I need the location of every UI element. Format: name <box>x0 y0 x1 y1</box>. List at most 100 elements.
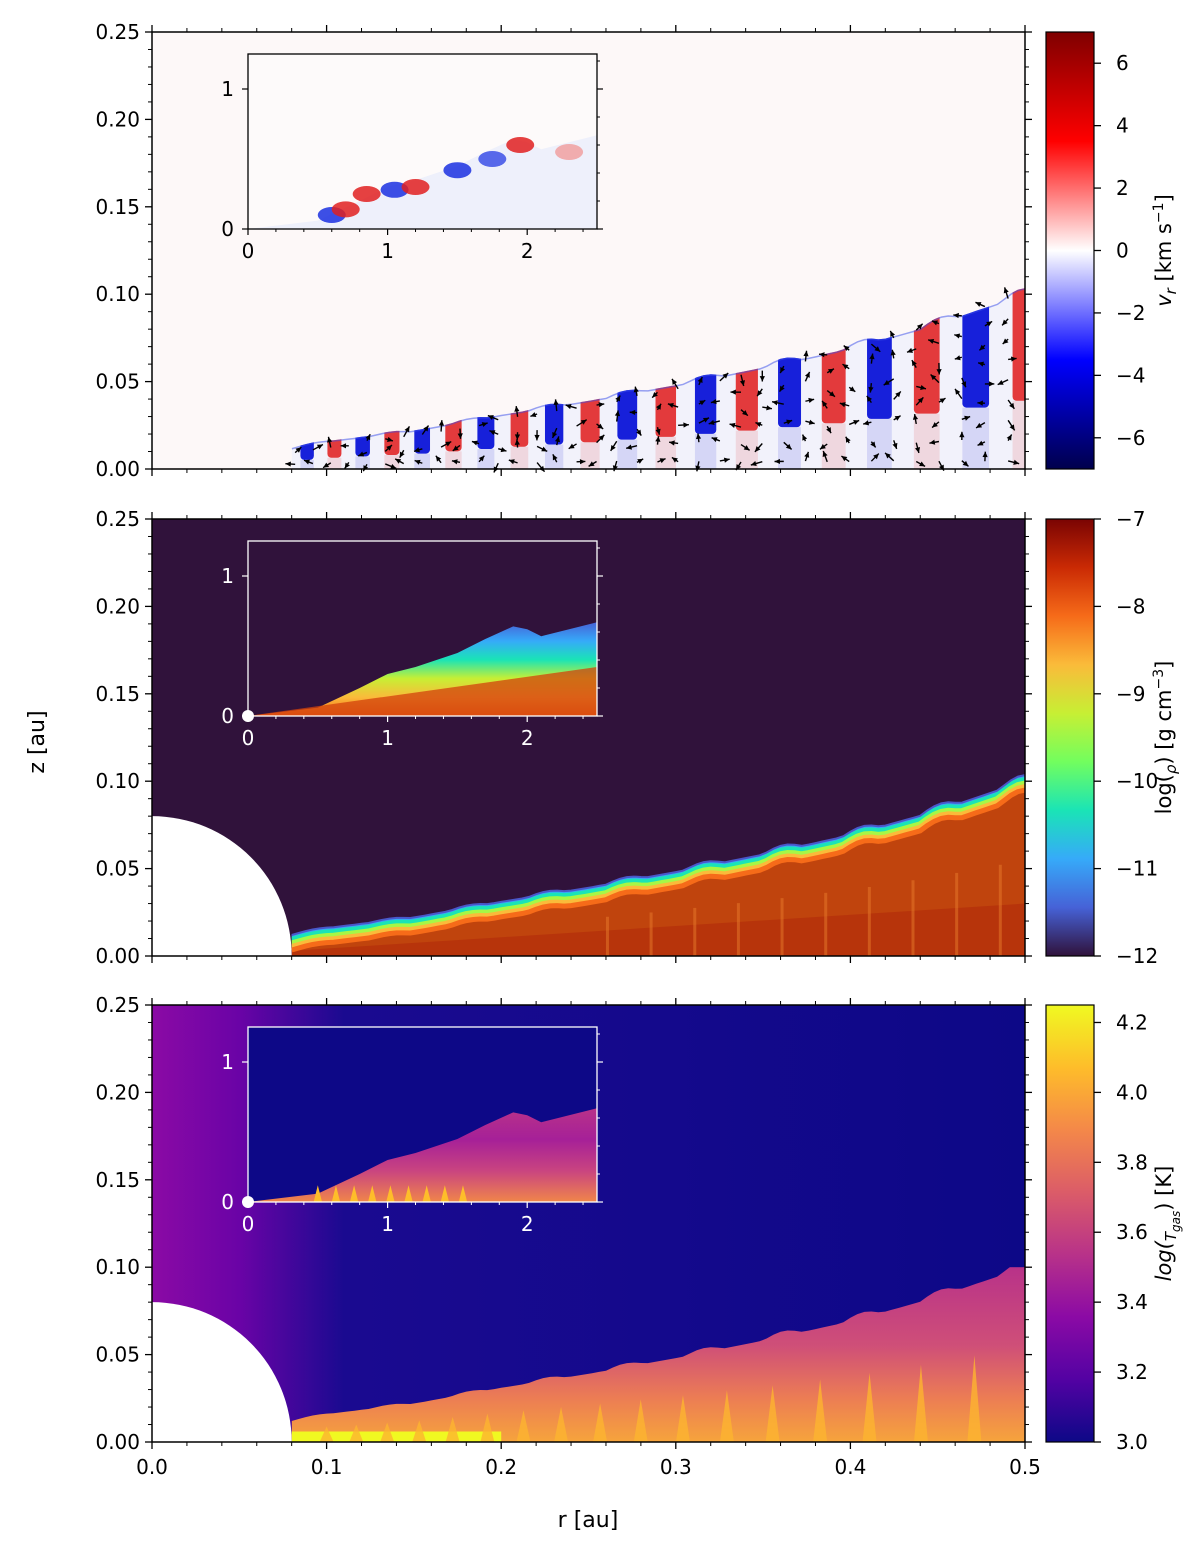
inset-frame <box>247 53 598 230</box>
velocity-arrow-head <box>655 428 661 435</box>
y-tick-label: 0.20 <box>95 1080 140 1104</box>
x-axis-label: r [au] <box>558 1508 619 1533</box>
velocity-arrow-head <box>920 384 926 391</box>
velocity-arrow-head <box>912 414 919 420</box>
colorbar-tick-label: 2 <box>1116 176 1129 200</box>
inset-frame <box>247 540 598 717</box>
inflow-band <box>962 298 990 408</box>
velocity-arrow-head <box>914 447 921 453</box>
velocity-arrow-head <box>489 430 496 436</box>
vr-surface-edge <box>291 288 1025 450</box>
temperature-plume <box>633 1399 648 1442</box>
colorbar-tick-label: 3.6 <box>1116 1220 1148 1244</box>
velocity-arrow-head <box>514 434 521 440</box>
velocity-arrow-head <box>890 349 896 356</box>
velocity-arrow-head <box>930 374 937 381</box>
colorbar-tick-label: −11 <box>1116 857 1158 881</box>
velocity-arrow-head <box>975 302 982 307</box>
velocity-arrow-head <box>636 429 642 436</box>
velocity-arrow-head <box>541 446 548 452</box>
temperature-plume <box>862 1372 877 1442</box>
velocity-arrow-head <box>365 434 371 441</box>
velocity-arrow-head <box>953 312 959 319</box>
density-surface-layer <box>291 784 1025 950</box>
velocity-arrow-head <box>1002 319 1008 326</box>
colorbar-tick-label: −7 <box>1116 507 1145 531</box>
velocity-arrow-head <box>853 420 860 425</box>
temperature-plume <box>719 1390 734 1442</box>
temperature-panel: 0.0 0.1 0.2 0.3 0.4 0.5 0.00 0.05 0.10 0.15 0.20 0.… <box>95 993 1183 1479</box>
y-tick-label: 0.25 <box>95 507 140 531</box>
colorbar-tick-label: 3.8 <box>1116 1150 1148 1174</box>
velocity-arrow-head <box>656 403 662 410</box>
velocity-arrow-head <box>340 443 347 449</box>
colorbar-tick-label: 3.2 <box>1116 1360 1148 1384</box>
velocity-arrow-head <box>723 457 730 463</box>
colorbar-label-main: log( <box>1152 1240 1176 1281</box>
colorbar-label-main: log( <box>1152 774 1176 814</box>
velocity-arrow-head <box>779 385 785 392</box>
temperature-plot-frame <box>151 1004 1026 1443</box>
y-tick-label: 0.10 <box>95 1255 140 1279</box>
inset-velocity-blob <box>555 144 584 160</box>
velocity-arrow-head <box>588 461 595 467</box>
colorbar-label: log(Tgas) [K] <box>1152 1166 1183 1282</box>
density-surface-stripe <box>291 787 1025 953</box>
velocity-arrow-head <box>843 345 850 352</box>
x-tick-label: 0.0 <box>136 1455 168 1479</box>
inset-x-tick-label: 1 <box>381 239 394 263</box>
inset-x-tick-label: 0 <box>242 726 255 750</box>
velocity-arrow-head <box>892 442 898 449</box>
velocity-arrow-head <box>552 454 558 461</box>
velocity-arrow-head <box>626 444 633 450</box>
y-tick-label: 0.25 <box>95 20 140 44</box>
velocity-arrow-head <box>819 444 826 450</box>
colorbar-tick-label: 6 <box>1116 51 1129 75</box>
velocity-arrow-head <box>667 402 674 408</box>
velocity-arrow-head <box>786 419 793 425</box>
inset-x-tick-label: 1 <box>381 726 394 750</box>
velocity-arrow-head <box>553 399 559 406</box>
colorbar-tick-label: −10 <box>1116 769 1158 793</box>
x-tick-label: 0.1 <box>311 1455 343 1479</box>
colorbar-tick-label: −12 <box>1116 944 1158 968</box>
velocity-arrow-head <box>911 360 917 367</box>
vr-colorbar: 6 4 2 0 −2 −4 −6 vr [km s−1] <box>1045 31 1180 470</box>
velocity-arrow-head <box>358 451 365 457</box>
velocity-arrow-head <box>739 380 745 387</box>
velocity-arrow-head <box>928 338 935 344</box>
inset-velocity-blob <box>506 137 535 153</box>
velocity-arrow-head <box>629 409 636 416</box>
velocity-arrow-head <box>954 333 961 339</box>
y-tick-label: 0.15 <box>95 1168 140 1192</box>
velocity-arrow-head <box>615 395 621 402</box>
colorbar-tick-label: −8 <box>1116 594 1145 618</box>
y-tick-label: 0.15 <box>95 195 140 219</box>
band-tail <box>477 449 495 469</box>
y-tick-label: 0.20 <box>95 107 140 131</box>
density-surface-edge <box>291 774 1026 936</box>
inset-velocity-blob <box>352 186 381 202</box>
velocity-arrow-head <box>842 364 849 370</box>
colorbar-label-sub: r <box>1162 287 1180 294</box>
colorbar-label-exp: −3 <box>1151 669 1167 690</box>
colorbar-label-exp: −1 <box>1151 202 1167 223</box>
velocity-arrow-head <box>1003 287 1009 294</box>
band-tail <box>867 418 892 469</box>
colorbar-tick-label: −9 <box>1116 682 1145 706</box>
star-mask <box>152 816 292 956</box>
velocity-arrow-head <box>711 437 718 443</box>
velocity-arrow-head <box>598 402 605 408</box>
colorbar-tick-label: −2 <box>1116 301 1145 325</box>
density-plume <box>998 864 1002 956</box>
velocity-arrow-head <box>961 381 967 388</box>
velocity-arrow-head <box>932 320 938 326</box>
vr-inset: 0 1 2 0 1 <box>221 53 603 263</box>
inset-velocity-blob <box>380 181 409 198</box>
temperature-plume <box>593 1403 608 1442</box>
inset-x-tick-label: 2 <box>521 239 534 263</box>
y-tick-label: 0.25 <box>95 993 140 1017</box>
density-plume <box>911 880 915 956</box>
velocity-arrow-head <box>939 398 946 404</box>
inflow-band <box>617 378 638 440</box>
